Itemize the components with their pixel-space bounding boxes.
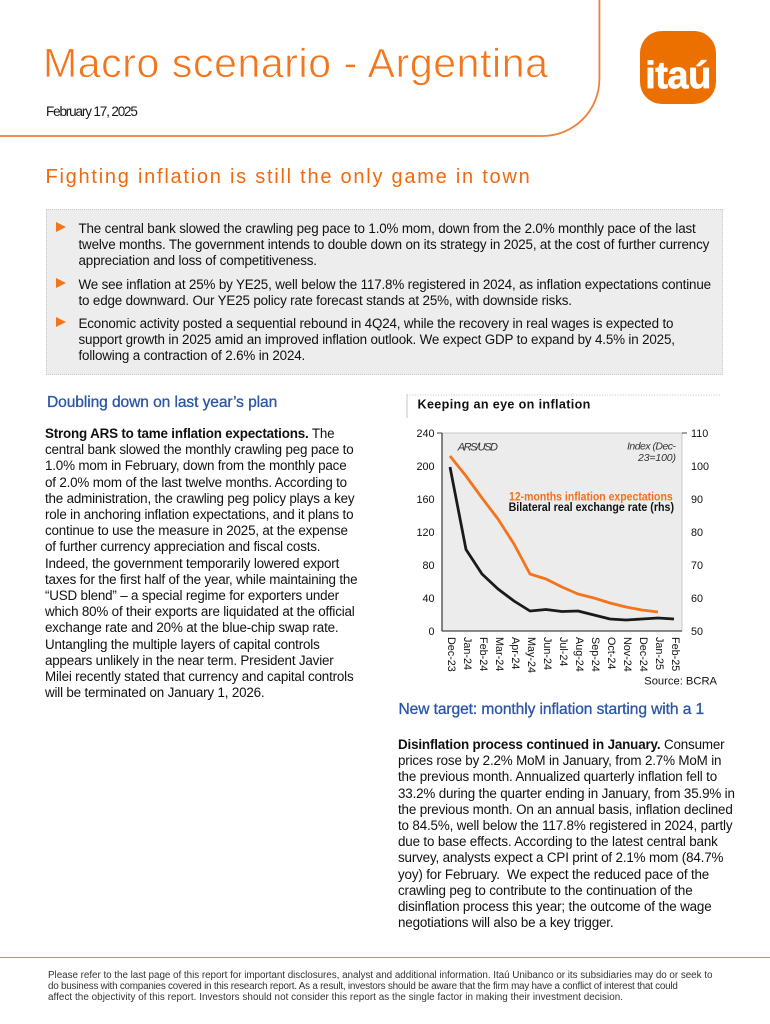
svg-text:40: 40	[422, 593, 434, 605]
svg-text:23=100): 23=100)	[637, 452, 676, 464]
svg-text:12-months inflation expectatio: 12-months inflation expectations	[509, 489, 673, 503]
svg-text:0: 0	[428, 626, 434, 638]
svg-text:Aug-24: Aug-24	[573, 637, 585, 672]
svg-text:Apr-24: Apr-24	[509, 637, 521, 669]
svg-text:200: 200	[416, 461, 434, 473]
svg-text:80: 80	[691, 527, 703, 539]
svg-text:Keeping an eye on inflation: Keeping an eye on inflation	[418, 397, 591, 411]
svg-text:Bilateral real exchange rate (: Bilateral real exchange rate (rhs)	[509, 500, 674, 514]
svg-text:240: 240	[416, 428, 434, 440]
svg-text:Oct-24: Oct-24	[605, 637, 617, 669]
svg-text:70: 70	[691, 560, 703, 572]
svg-text:90: 90	[691, 494, 703, 506]
svg-text:Sep-24: Sep-24	[589, 637, 601, 672]
svg-text:Jul-24: Jul-24	[557, 637, 569, 666]
svg-text:Jan-24: Jan-24	[461, 637, 473, 670]
svg-text:60: 60	[691, 593, 703, 605]
svg-text:Source: BCRA: Source: BCRA	[644, 676, 717, 688]
svg-text:50: 50	[691, 626, 703, 638]
svg-text:Jun-24: Jun-24	[541, 637, 553, 670]
svg-text:100: 100	[691, 461, 709, 473]
svg-text:May-24: May-24	[525, 637, 537, 673]
svg-text:120: 120	[416, 527, 434, 539]
svg-text:80: 80	[422, 560, 434, 572]
svg-text:Dec-23: Dec-23	[445, 637, 457, 672]
svg-text:Dec-24: Dec-24	[637, 637, 649, 672]
svg-text:110: 110	[691, 428, 708, 440]
svg-text:Feb-25: Feb-25	[669, 637, 681, 671]
svg-text:Jan-25: Jan-25	[653, 637, 665, 670]
svg-text:Nov-24: Nov-24	[621, 637, 633, 672]
svg-text:Feb-24: Feb-24	[477, 637, 489, 671]
svg-text:160: 160	[416, 494, 434, 506]
svg-text:Mar-24: Mar-24	[493, 637, 505, 671]
svg-text:ARS/USD: ARS/USD	[457, 442, 498, 454]
svg-text:Index (Dec-: Index (Dec-	[627, 441, 677, 453]
